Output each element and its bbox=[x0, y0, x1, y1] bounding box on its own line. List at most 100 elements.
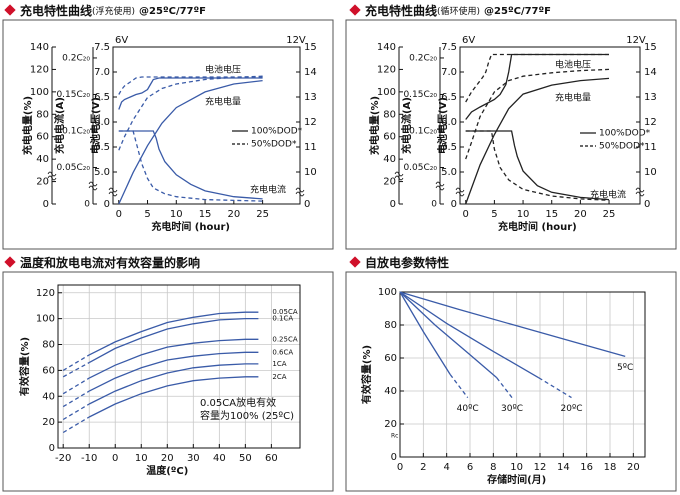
series-line bbox=[88, 376, 259, 418]
y-tick-label: 13 bbox=[644, 92, 657, 103]
y-tick-label: 20 bbox=[384, 419, 397, 430]
legend-label: 100%DOD* bbox=[251, 127, 303, 137]
y-tick-label: 12 bbox=[304, 117, 317, 128]
y-axis-label: 有效容量(%) bbox=[18, 337, 31, 396]
plot-frame bbox=[112, 46, 301, 205]
y-axis-label: 充电电量(%) bbox=[368, 96, 381, 155]
title: 自放电参数特性 bbox=[365, 255, 449, 270]
annotation: 电池电压 bbox=[555, 59, 591, 71]
annotation: Rc bbox=[391, 433, 398, 440]
series-line bbox=[465, 130, 610, 201]
series-label: 20ºC bbox=[561, 404, 583, 414]
series-label: 30ºC bbox=[501, 404, 523, 414]
x-tick-label: 0 bbox=[112, 453, 118, 464]
axis-unit: 6V bbox=[115, 35, 128, 46]
annotation: 容量为100% (25ºC) bbox=[200, 409, 294, 422]
panel-title: 温度和放电电流对有效容量的影响 bbox=[20, 255, 200, 270]
panel-title: 充电特性曲线(浮充使用) @25ºC/77ºF bbox=[20, 3, 206, 18]
series-line bbox=[118, 76, 263, 95]
subtitle: (浮充使用) bbox=[92, 5, 135, 17]
y-tick-label: 80 bbox=[36, 109, 49, 120]
legend-label: 100%DOD* bbox=[599, 129, 651, 139]
axis-break bbox=[88, 181, 98, 191]
y-tick-label: 60 bbox=[42, 365, 55, 376]
axis-break bbox=[108, 187, 118, 197]
plot-frame bbox=[399, 291, 646, 458]
y-tick-label: 100 bbox=[30, 87, 49, 98]
x-tick-label: 30 bbox=[187, 453, 200, 464]
series-label: 0.6CA bbox=[272, 348, 293, 356]
y-tick-label: 0 bbox=[391, 452, 397, 463]
x-tick-label: 18 bbox=[604, 462, 617, 473]
condition: @25ºC/77ºF bbox=[484, 6, 551, 17]
y-tick-label: 0.2C₂₀ bbox=[62, 53, 90, 63]
y-tick-label: 14 bbox=[644, 67, 657, 78]
y-tick-label: 120 bbox=[36, 288, 55, 299]
y-tick-label: 0.05C₂₀ bbox=[403, 163, 437, 173]
y-tick-label: 6.0 bbox=[441, 117, 457, 128]
series-line bbox=[118, 75, 263, 151]
series-line bbox=[88, 363, 259, 405]
axis-unit: 6V bbox=[462, 35, 475, 46]
y-tick-label: 6.5 bbox=[441, 92, 457, 103]
series-line bbox=[118, 77, 263, 110]
y-tick-label: 6.5 bbox=[94, 92, 110, 103]
y-tick-label: 60 bbox=[384, 353, 397, 364]
x-tick-label: 25 bbox=[603, 209, 616, 220]
panel-frame bbox=[345, 271, 677, 492]
y-tick-label: 0 bbox=[84, 200, 90, 210]
y-tick-label: 5.5 bbox=[441, 142, 457, 153]
series-line bbox=[88, 351, 259, 392]
title: 温度和放电电流对有效容量的影响 bbox=[20, 255, 200, 270]
series-label: 1CA bbox=[272, 360, 286, 368]
x-tick-label: 20 bbox=[627, 462, 640, 473]
y-tick-label: 20 bbox=[42, 417, 55, 428]
x-tick-label: 50 bbox=[239, 453, 252, 464]
series-line bbox=[118, 130, 263, 202]
series-line bbox=[62, 416, 90, 434]
legend-label: 50%DOD* bbox=[599, 142, 645, 152]
header-diamond bbox=[349, 256, 361, 268]
x-tick-label: 0 bbox=[463, 209, 469, 220]
panel-frame bbox=[345, 19, 677, 250]
y-tick-label: 40 bbox=[383, 154, 396, 165]
y-tick-label: 0.2C₂₀ bbox=[409, 53, 437, 63]
y-tick-label: 12 bbox=[644, 117, 657, 128]
y-axis-label: 电池电压(V) bbox=[436, 97, 449, 154]
axis-break bbox=[295, 187, 305, 197]
y-tick-label: 0.1C₂₀ bbox=[62, 126, 90, 136]
subtitle: (循环使用) bbox=[437, 5, 480, 17]
x-axis-label: 充电时间 (hour) bbox=[498, 220, 577, 233]
x-tick-label: 0 bbox=[116, 209, 122, 220]
y-tick-label: 0 bbox=[451, 199, 457, 210]
axis-unit: 12V bbox=[286, 35, 306, 46]
axis-break bbox=[394, 171, 404, 181]
series-label: 0.05CA bbox=[272, 308, 297, 316]
series-label: 0.25CA bbox=[272, 335, 297, 343]
y-axis-label: 有效容量(%) bbox=[360, 345, 373, 404]
y-tick-label: 20 bbox=[36, 177, 49, 188]
x-tick-label: 16 bbox=[580, 462, 593, 473]
y-tick-label: 120 bbox=[30, 64, 49, 75]
y-tick-label: 140 bbox=[30, 42, 49, 53]
y-tick-label: 6.0 bbox=[94, 117, 110, 128]
annotation: 电池电压 bbox=[205, 64, 241, 76]
series-label: 0.1CA bbox=[272, 315, 293, 323]
series-label: 2CA bbox=[272, 373, 286, 381]
x-tick-label: 25 bbox=[256, 209, 269, 220]
x-tick-label: 40 bbox=[213, 453, 226, 464]
annotation: 0.05CA放电有效 bbox=[200, 396, 276, 409]
y-axis-label: 电池电压(V) bbox=[89, 97, 102, 154]
x-tick-label: 60 bbox=[265, 453, 278, 464]
annotation: 充电电流 bbox=[590, 189, 626, 201]
series-line bbox=[88, 338, 259, 379]
x-tick-label: 10 bbox=[510, 462, 523, 473]
y-tick-label: 0.05C₂₀ bbox=[56, 163, 90, 173]
series-line bbox=[118, 130, 263, 200]
y-tick-label: 5.0 bbox=[441, 167, 457, 178]
axis-unit: 12V bbox=[626, 35, 646, 46]
title: 充电特性曲线 bbox=[365, 3, 437, 18]
y-tick-label: 11 bbox=[304, 142, 317, 153]
y-tick-label: 7.5 bbox=[94, 42, 110, 53]
x-tick-label: 6 bbox=[467, 462, 473, 473]
